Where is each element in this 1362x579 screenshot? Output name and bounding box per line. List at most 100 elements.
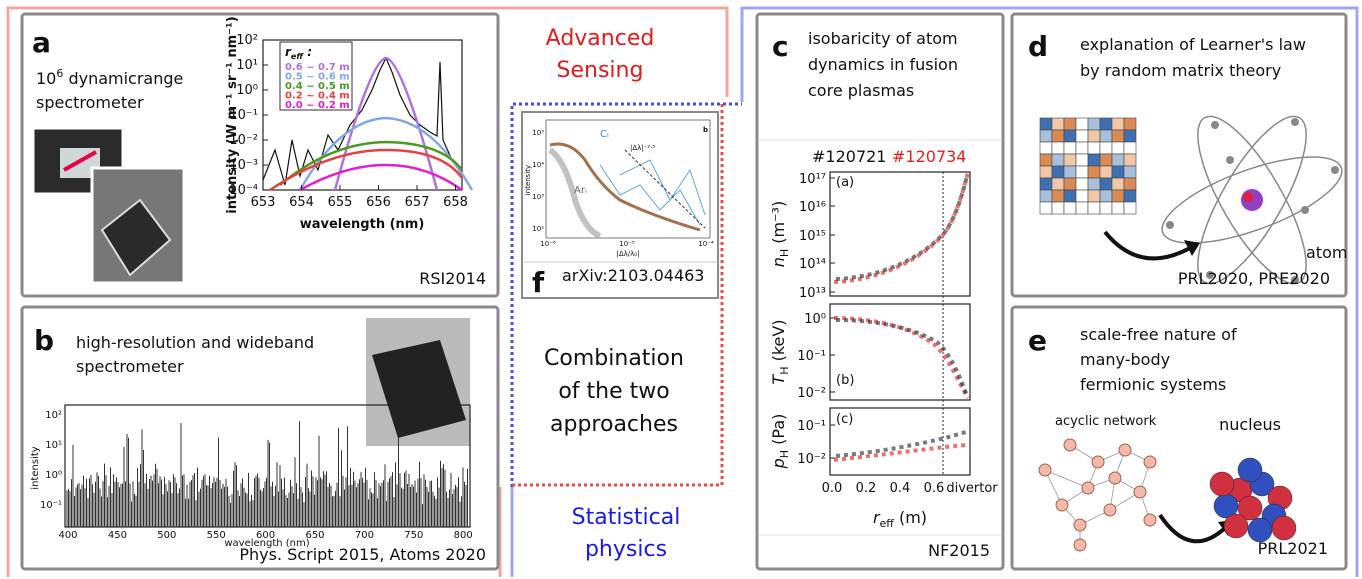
panel-label: c — [772, 30, 789, 63]
y-tick-label: 10⁰ — [804, 312, 826, 327]
network-node — [1038, 463, 1052, 477]
y-tick-label: 10⁵ — [532, 129, 544, 137]
matrix-cell — [1099, 153, 1113, 167]
title-part: 10 — [36, 69, 56, 88]
matrix-cell — [1087, 189, 1101, 203]
axis-ticks: 653 654 655 656 657 658 10² 10¹ 10⁰ 10⁻¹ 10⁻² 10⁻³ 1… — [229, 33, 468, 210]
matrix-cell — [1039, 141, 1053, 155]
matrix-cell — [1051, 201, 1065, 215]
x-tick-label: 800 — [454, 530, 473, 541]
network-node — [1143, 513, 1157, 527]
panel-title: scale-free nature of — [1080, 325, 1237, 344]
matrix-cell — [1063, 153, 1077, 167]
matrix-cell — [1087, 141, 1101, 155]
panel-title: dynamics in fusion — [808, 55, 958, 74]
arrow — [1158, 513, 1227, 544]
matrix-cell — [1099, 129, 1113, 143]
matrix-cell — [1075, 165, 1089, 179]
title-part: 6 — [56, 67, 63, 80]
network-node — [1063, 438, 1077, 452]
plot-frame — [829, 407, 971, 476]
y-tick-label: 10² — [45, 410, 62, 421]
y-tick-label: 10⁻¹ — [229, 108, 258, 123]
panel-c — [755, 12, 1005, 571]
label-part: n — [769, 257, 788, 267]
arrow — [1103, 230, 1191, 261]
slope-line — [624, 149, 706, 229]
nucleon — [1237, 457, 1263, 483]
reference: arXiv:2103.04463 — [562, 266, 704, 285]
panel-title: spectrometer — [76, 357, 184, 376]
marker-series — [833, 443, 967, 462]
y-tick-label: 10¹³ — [799, 286, 826, 301]
edge — [1044, 444, 1151, 545]
matrix-cell — [1051, 177, 1065, 191]
x-tick-label: 500 — [157, 530, 176, 541]
matrix-cell — [1099, 117, 1113, 131]
y-axis-label: nH (m⁻³) — [769, 201, 791, 267]
plot-frame — [545, 119, 711, 239]
nucleus-label: nucleus — [1219, 415, 1281, 434]
center-text: approaches — [550, 412, 678, 437]
x-tick-label: 0.2 — [856, 481, 877, 496]
y-tick-label: 10² — [532, 225, 544, 233]
center-text: Sensing — [557, 58, 644, 83]
atom-nucleus — [1243, 192, 1253, 202]
network-nodes — [1038, 438, 1157, 552]
network-node — [1108, 471, 1122, 485]
matrix-cell — [1063, 189, 1077, 203]
axis-ticks: 10¹⁷ 10¹⁶ 10¹⁵ 10¹⁴ 10¹³ 10⁰ 10⁻¹ 10⁻² 10⁻¹ 10⁻² 0… — [797, 172, 998, 496]
electron — [1211, 121, 1219, 129]
matrix-cell — [1039, 129, 1053, 143]
y-tick-label: 10⁻² — [229, 133, 258, 148]
legend-entry: 0.6 ~ 0.7 m — [285, 62, 350, 73]
x-tick-label: 653 — [251, 195, 276, 210]
arrow-head — [1184, 240, 1200, 256]
orbit — [1161, 156, 1343, 244]
electron — [1331, 166, 1339, 174]
x-axis-label: wavelength (nm) — [300, 217, 425, 232]
legend-entry: 0.5 ~ 0.6 m — [285, 72, 350, 83]
matrix-cell — [1123, 153, 1137, 167]
fit-curve — [299, 163, 463, 192]
label-part: (m) — [894, 508, 927, 527]
matrix-cell — [1111, 189, 1125, 203]
panel-label: e — [1028, 324, 1047, 357]
x-tick-label: 10⁻⁴ — [698, 240, 714, 248]
curves — [262, 56, 474, 192]
label-part: p — [769, 458, 788, 469]
y-tick-label: 10³ — [532, 193, 544, 201]
label-part: H — [778, 249, 791, 257]
legend-entry: 0.2 ~ 0.4 m — [285, 91, 350, 102]
matrix-cell — [1087, 165, 1101, 179]
y-tick-label: 10⁰ — [45, 470, 62, 481]
spectrum-trace — [66, 421, 468, 527]
legend-title-part: : — [303, 45, 312, 59]
x-tick-label: 0.4 — [890, 481, 911, 496]
y-tick-label: 10⁻² — [797, 452, 826, 467]
marker-series — [835, 318, 969, 397]
label-part: H — [778, 450, 791, 458]
y-tick-label: 10⁴ — [532, 161, 544, 169]
matrix-cell — [1123, 117, 1137, 131]
matrix-cell — [1075, 153, 1089, 167]
panel-label: d — [1028, 30, 1048, 63]
network-node — [1118, 443, 1132, 457]
photo-detail — [63, 150, 97, 172]
panel-label: f — [532, 266, 545, 299]
photo-detail — [372, 340, 466, 438]
ar-curve — [548, 147, 602, 239]
legend: 0.6 ~ 0.7 m0.5 ~ 0.6 m0.4 ~ 0.5 m0.2 ~ 0… — [285, 62, 350, 111]
matrix-cell — [1039, 153, 1053, 167]
matrix-cell — [1111, 117, 1125, 131]
axis-ticks: 400 450 500 550 600 650 700 750 800 10² 10¹ 10⁰ 10⁻¹ — [40, 410, 473, 541]
marker-series — [835, 175, 969, 281]
nucleon — [1237, 495, 1263, 521]
reference: RSI2014 — [419, 269, 486, 288]
matrix-cell — [1063, 201, 1077, 215]
matrix-cell — [1039, 117, 1053, 131]
x-tick-label: 656 — [366, 195, 391, 210]
matrix-cell — [1039, 165, 1053, 179]
marker-series — [835, 430, 967, 458]
